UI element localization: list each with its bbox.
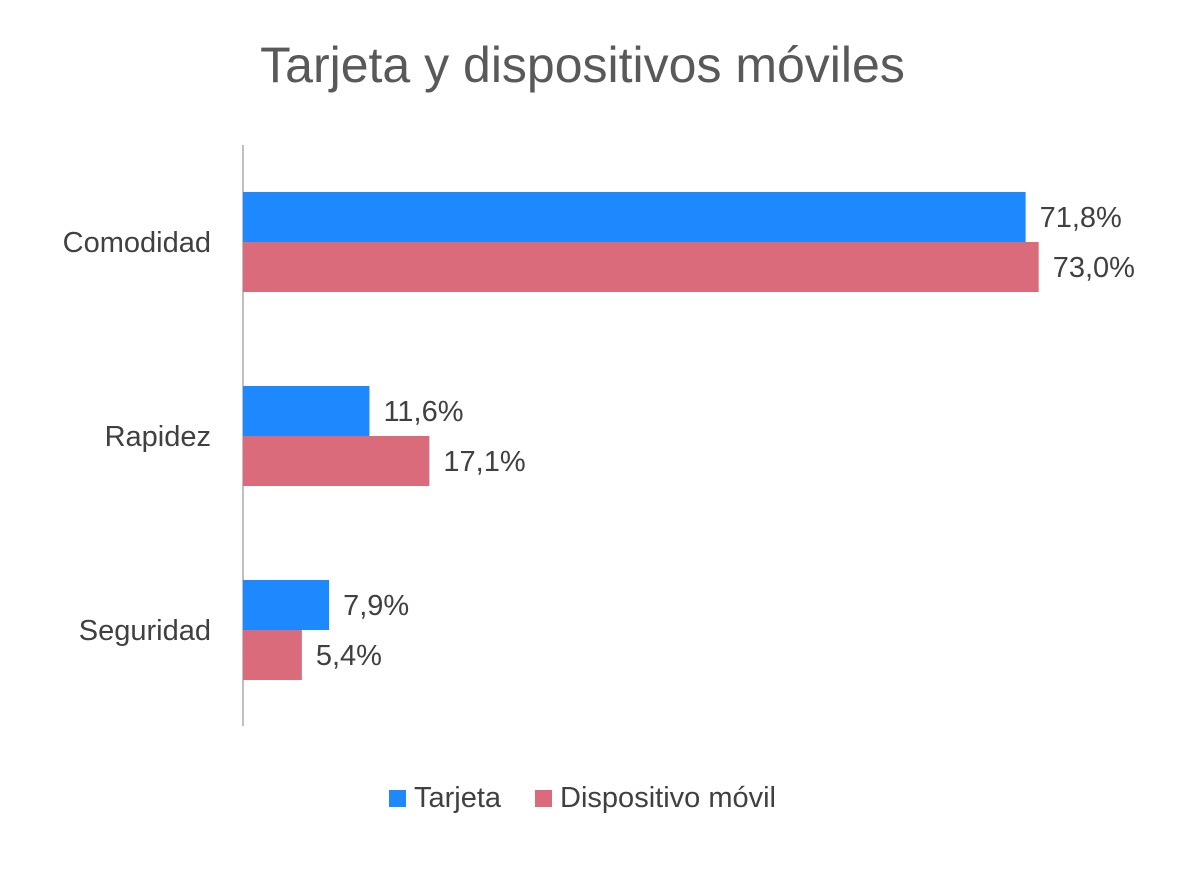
bar-dispositivo-movil <box>243 630 302 680</box>
legend-label: Dispositivo móvil <box>560 782 776 814</box>
legend-item: Dispositivo móvil <box>535 782 776 815</box>
bar-dispositivo-movil <box>243 436 430 486</box>
data-label: 5,4% <box>316 640 382 672</box>
data-label: 73,0% <box>1053 252 1135 284</box>
bar-tarjeta <box>243 192 1026 242</box>
data-label: 11,6% <box>383 396 463 428</box>
data-label: 7,9% <box>343 590 409 622</box>
legend-label: Tarjeta <box>414 782 502 814</box>
bar-tarjeta <box>243 386 370 436</box>
category-label: Comodidad <box>63 227 211 259</box>
plot-area: Comodidad 71,8% 73,0% Rapidez 11,6% 17,1% Segu… <box>63 192 1135 680</box>
legend: Tarjeta Dispositivo móvil <box>0 782 1165 815</box>
category-label: Rapidez <box>105 421 211 453</box>
legend-item: Tarjeta <box>389 782 501 815</box>
legend-swatch <box>389 790 406 807</box>
legend-swatch <box>535 790 553 807</box>
category-label: Seguridad <box>79 615 211 647</box>
bar-tarjeta <box>243 580 330 630</box>
chart-title: Tarjeta y dispositivos móviles <box>260 37 905 93</box>
data-label: 17,1% <box>443 446 525 478</box>
data-label: 71,8% <box>1040 202 1122 234</box>
bar-dispositivo-movil <box>243 242 1039 292</box>
